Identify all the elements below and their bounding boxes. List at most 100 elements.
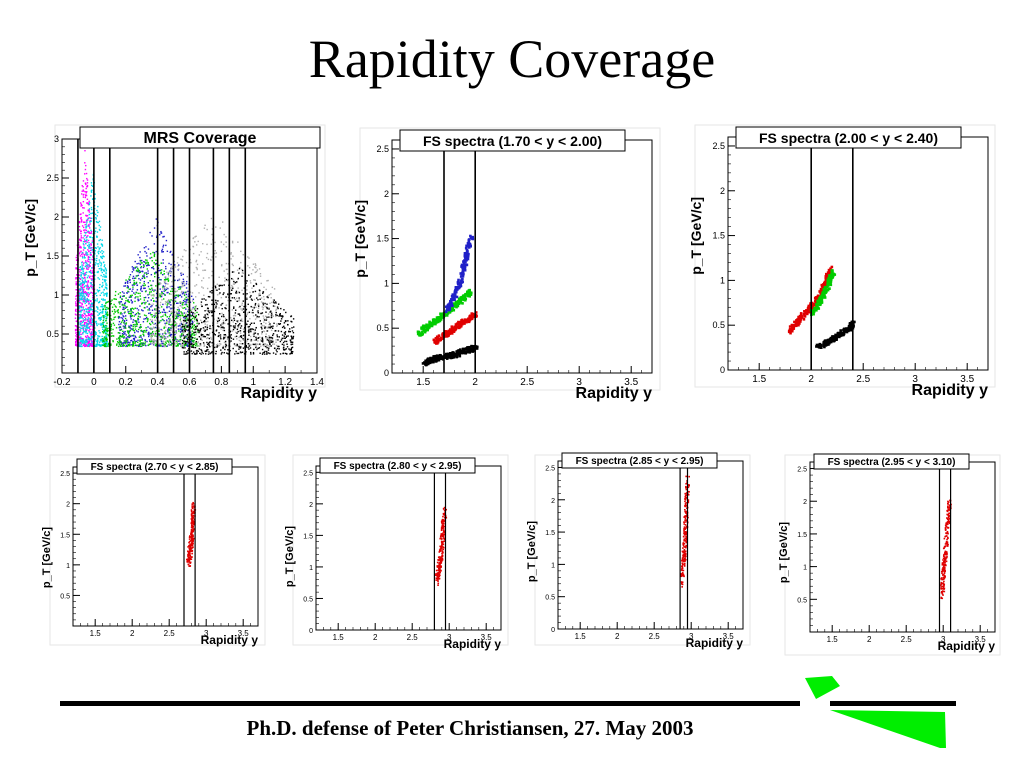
data-point — [95, 217, 97, 219]
data-point — [214, 285, 217, 287]
data-point — [421, 330, 424, 334]
data-point — [95, 320, 97, 323]
data-point — [275, 344, 278, 347]
data-point — [472, 315, 476, 318]
data-point — [87, 249, 89, 251]
data-point — [203, 319, 206, 322]
data-point — [87, 318, 89, 321]
data-point — [192, 246, 195, 248]
data-point — [78, 221, 81, 224]
data-point — [170, 325, 173, 328]
data-point — [119, 306, 121, 308]
data-point — [207, 342, 210, 345]
data-point — [429, 356, 432, 360]
data-point — [216, 322, 219, 324]
data-point — [201, 339, 203, 342]
data-point — [184, 329, 186, 332]
data-point — [130, 339, 133, 342]
data-point — [204, 269, 207, 271]
data-point — [160, 336, 163, 338]
data-point — [169, 314, 172, 316]
data-point — [182, 299, 185, 302]
data-point — [147, 326, 149, 328]
data-point — [287, 335, 289, 337]
data-point — [85, 239, 88, 242]
data-point — [173, 331, 176, 334]
data-point — [134, 341, 137, 343]
data-point — [106, 301, 109, 303]
data-point — [205, 353, 207, 355]
data-point — [165, 282, 167, 285]
data-point — [255, 342, 257, 345]
data-point — [186, 317, 188, 320]
data-point — [238, 336, 240, 339]
data-point — [105, 293, 107, 295]
data-point — [187, 295, 190, 297]
data-point — [146, 276, 148, 278]
data-point — [265, 335, 267, 338]
data-point — [222, 345, 225, 347]
data-point — [92, 304, 94, 306]
data-point — [232, 338, 235, 340]
data-point — [160, 272, 162, 275]
data-point — [89, 320, 91, 322]
data-point — [87, 344, 89, 347]
data-point — [185, 336, 188, 338]
data-point — [224, 342, 227, 344]
data-point — [153, 289, 155, 291]
data-point — [162, 345, 164, 347]
data-point — [255, 336, 257, 339]
data-point — [223, 336, 225, 339]
data-point — [103, 337, 106, 340]
data-point — [257, 316, 259, 318]
data-point — [150, 340, 153, 342]
data-point — [155, 324, 158, 326]
data-point — [280, 318, 283, 320]
data-point — [293, 326, 295, 328]
data-point — [247, 326, 249, 328]
data-point — [78, 309, 80, 311]
data-point — [153, 327, 155, 329]
data-point — [82, 328, 84, 330]
data-point — [285, 336, 287, 338]
data-point — [92, 264, 94, 266]
data-point — [165, 340, 167, 342]
data-point — [225, 343, 227, 346]
data-point — [284, 331, 287, 333]
data-point — [153, 290, 155, 292]
data-point — [265, 345, 267, 348]
data-point — [462, 321, 466, 325]
data-point — [186, 305, 189, 308]
data-point — [220, 324, 222, 326]
data-point — [151, 267, 153, 269]
data-point — [137, 292, 139, 295]
data-point — [98, 313, 101, 315]
data-point — [278, 348, 280, 350]
data-point — [462, 297, 465, 301]
data-point — [94, 253, 96, 255]
data-point — [227, 293, 229, 295]
data-point — [192, 343, 195, 346]
data-point — [238, 348, 240, 350]
data-point — [186, 299, 189, 301]
data-point — [203, 294, 205, 297]
data-point — [87, 338, 90, 340]
data-point — [85, 343, 87, 345]
data-point — [423, 363, 427, 366]
data-point — [210, 258, 212, 261]
data-point — [245, 345, 247, 347]
data-point — [271, 338, 274, 340]
data-point — [184, 330, 187, 333]
data-point — [203, 227, 206, 229]
data-point — [203, 320, 206, 323]
data-point — [107, 307, 110, 309]
data-point — [146, 273, 148, 276]
data-point — [206, 324, 209, 326]
data-point — [159, 311, 162, 314]
data-point — [97, 335, 99, 337]
data-point — [92, 251, 94, 253]
data-point — [270, 293, 272, 295]
data-point — [110, 325, 112, 328]
y-tick-label: 3 — [54, 134, 59, 144]
data-point — [183, 345, 185, 347]
